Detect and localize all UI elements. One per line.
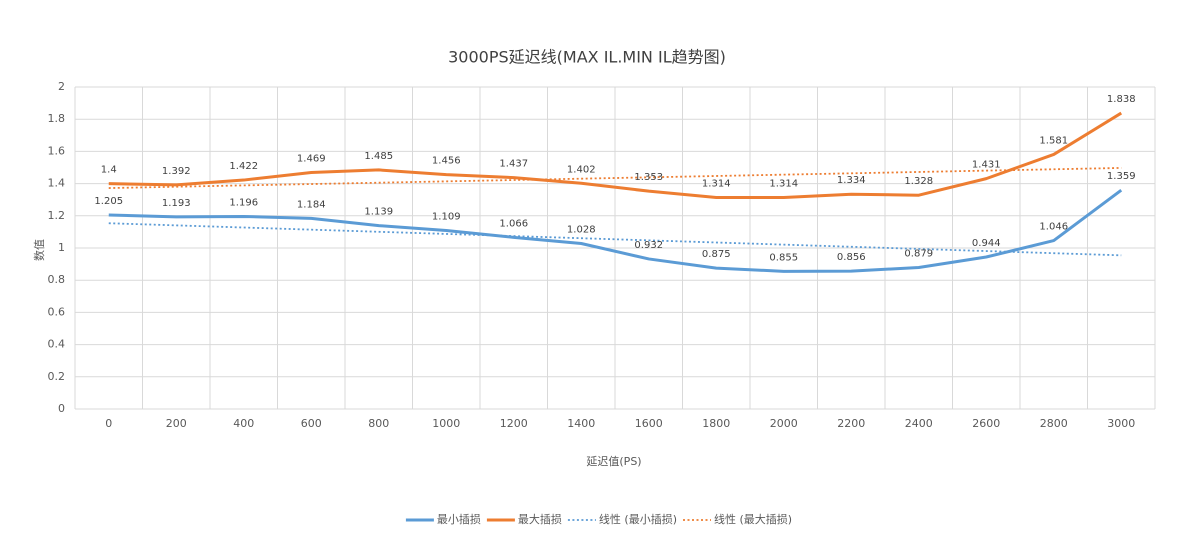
data-label: 1.334 bbox=[837, 175, 866, 186]
chart-title: 3000PS延迟线(MAX IL.MIN IL趋势图) bbox=[448, 48, 726, 67]
x-tick-label: 3000 bbox=[1107, 417, 1135, 430]
y-tick-label: 0.4 bbox=[48, 338, 66, 351]
data-label: 1.838 bbox=[1107, 94, 1136, 105]
data-label: 1.028 bbox=[567, 224, 596, 235]
series-line bbox=[108, 188, 1123, 273]
data-label: 1.353 bbox=[634, 172, 663, 183]
data-label: 1.139 bbox=[364, 207, 393, 218]
data-label: 0.875 bbox=[702, 249, 731, 260]
data-label: 1.431 bbox=[972, 160, 1001, 171]
y-tick-label: 2 bbox=[58, 80, 65, 93]
data-label: 1.205 bbox=[94, 196, 123, 207]
data-label: 1.314 bbox=[702, 178, 731, 189]
data-label: 1.392 bbox=[162, 166, 191, 177]
data-label: 1.046 bbox=[1039, 222, 1068, 233]
data-label: 1.485 bbox=[364, 151, 393, 162]
x-tick-label: 1000 bbox=[432, 417, 460, 430]
x-axis-title: 延迟值(PS) bbox=[586, 455, 641, 468]
data-label: 1.066 bbox=[499, 218, 528, 229]
data-label: 1.109 bbox=[432, 211, 461, 222]
y-tick-label: 1.2 bbox=[48, 209, 66, 222]
legend: 最小插损 最大插损 线性 (最小插损) 线性 (最大插损) bbox=[405, 512, 792, 526]
x-tick-label: 1800 bbox=[702, 417, 730, 430]
data-label: 1.328 bbox=[904, 176, 933, 187]
data-label: 1.469 bbox=[297, 153, 326, 164]
x-tick-label: 1400 bbox=[567, 417, 595, 430]
x-tick-label: 200 bbox=[166, 417, 187, 430]
x-tick-label: 2200 bbox=[837, 417, 865, 430]
y-tick-label: 1.8 bbox=[48, 112, 66, 125]
y-tick-label: 1.4 bbox=[48, 177, 66, 190]
data-label: 1.184 bbox=[297, 199, 326, 210]
data-label: 1.4 bbox=[101, 165, 117, 176]
data-label: 1.193 bbox=[162, 198, 191, 209]
y-tick-label: 1.6 bbox=[48, 144, 66, 157]
legend-label: 最大插损 bbox=[518, 512, 562, 526]
data-label: 0.879 bbox=[904, 248, 933, 259]
x-tick-label: 1200 bbox=[500, 417, 528, 430]
data-label: 1.437 bbox=[499, 159, 528, 170]
data-label: 0.944 bbox=[972, 238, 1001, 249]
x-tick-label: 2000 bbox=[770, 417, 798, 430]
x-tick-label: 1600 bbox=[635, 417, 663, 430]
data-label: 0.855 bbox=[769, 252, 798, 263]
y-tick-label: 0 bbox=[58, 402, 65, 415]
series-line bbox=[108, 111, 1123, 199]
x-tick-label: 800 bbox=[368, 417, 389, 430]
x-tick-label: 2400 bbox=[905, 417, 933, 430]
data-label: 1.422 bbox=[229, 161, 258, 172]
x-tick-label: 0 bbox=[105, 417, 112, 430]
data-label: 1.581 bbox=[1039, 135, 1068, 146]
legend-label: 最小插损 bbox=[437, 512, 481, 526]
data-label: 1.402 bbox=[567, 164, 596, 175]
x-tick-label: 2800 bbox=[1040, 417, 1068, 430]
legend-label: 线性 (最大插损) bbox=[714, 512, 792, 526]
x-tick-label: 600 bbox=[301, 417, 322, 430]
data-label: 1.456 bbox=[432, 156, 461, 167]
y-axis-title: 数值 bbox=[33, 239, 46, 261]
y-tick-label: 1 bbox=[58, 241, 65, 254]
data-label: 1.196 bbox=[229, 197, 258, 208]
x-tick-label: 2600 bbox=[972, 417, 1000, 430]
data-label: 1.359 bbox=[1107, 171, 1136, 182]
y-tick-label: 0.8 bbox=[48, 273, 66, 286]
x-tick-label: 400 bbox=[233, 417, 254, 430]
data-label: 0.856 bbox=[837, 252, 866, 263]
data-label: 1.314 bbox=[769, 178, 798, 189]
y-tick-label: 0.2 bbox=[48, 370, 66, 383]
y-tick-label: 0.6 bbox=[48, 305, 66, 318]
legend-label: 线性 (最小插损) bbox=[599, 512, 677, 526]
data-label: 0.932 bbox=[634, 240, 663, 251]
